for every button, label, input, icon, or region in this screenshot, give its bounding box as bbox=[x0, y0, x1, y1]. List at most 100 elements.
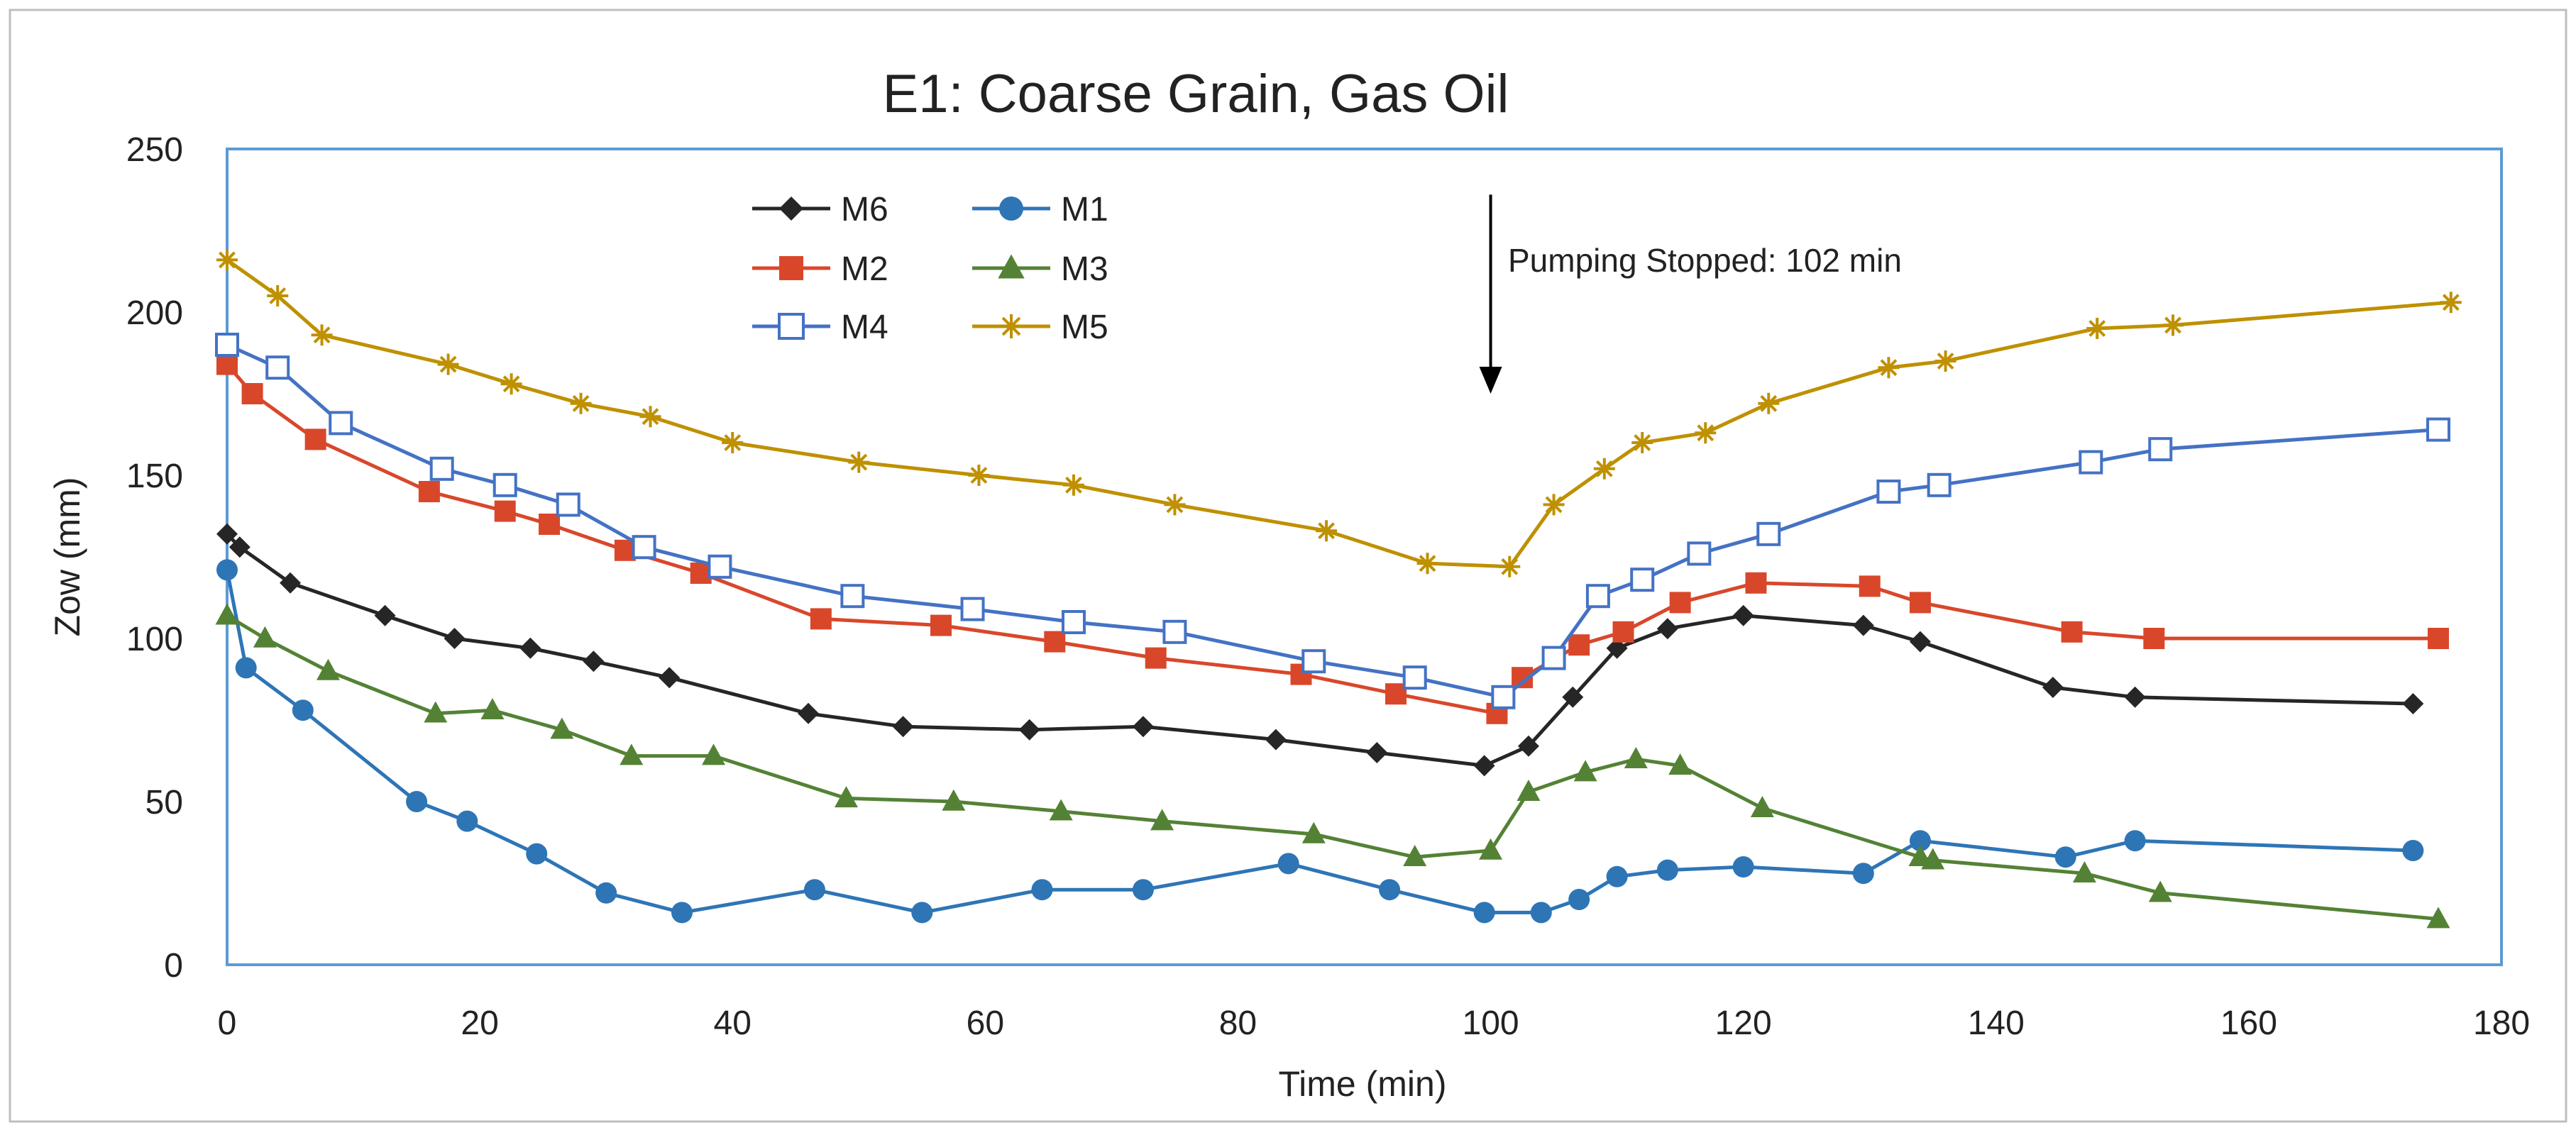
data-point-m5 bbox=[2086, 318, 2108, 339]
annotation-text: Pumping Stopped: 102 min bbox=[1508, 242, 1902, 279]
data-point-m6 bbox=[583, 650, 605, 672]
data-point-m3 bbox=[1750, 795, 1774, 817]
y-tick-label: 200 bbox=[126, 294, 183, 332]
data-point-m4 bbox=[708, 554, 732, 579]
data-point-m1 bbox=[1606, 865, 1628, 887]
data-point-m3 bbox=[942, 789, 966, 811]
legend-item-m6: M6 bbox=[752, 191, 888, 228]
x-tick-label: 100 bbox=[1463, 1004, 1519, 1042]
data-point-m2 bbox=[2427, 628, 2449, 649]
data-point-m4 bbox=[960, 597, 985, 621]
data-point-m4 bbox=[2079, 450, 2103, 475]
data-point-m3 bbox=[1517, 779, 1541, 801]
data-point-m2 bbox=[1145, 647, 1167, 669]
data-point-m1 bbox=[595, 882, 617, 904]
data-point-m2 bbox=[494, 500, 516, 522]
data-point-m4 bbox=[1585, 584, 1610, 609]
data-point-m5 bbox=[311, 324, 333, 346]
data-point-m6 bbox=[1909, 631, 1931, 653]
data-point-m4 bbox=[1162, 619, 1187, 644]
data-point-m4 bbox=[2426, 417, 2450, 442]
data-point-m5 bbox=[1062, 474, 1084, 496]
data-point-m5 bbox=[1316, 520, 1338, 542]
data-point-m4 bbox=[1630, 568, 1655, 592]
data-point-m1 bbox=[216, 559, 238, 581]
data-point-m2 bbox=[2061, 621, 2083, 643]
data-point-m5 bbox=[2162, 314, 2184, 336]
series-m1 bbox=[216, 559, 2424, 924]
data-point-m3 bbox=[1668, 753, 1692, 775]
series-m2 bbox=[216, 353, 2449, 724]
data-point-m4 bbox=[429, 456, 454, 481]
data-point-m3 bbox=[424, 701, 448, 723]
data-point-m4 bbox=[1061, 610, 1086, 634]
data-point-m1 bbox=[292, 699, 314, 721]
data-point-m6 bbox=[1473, 755, 1495, 777]
data-point-m3 bbox=[1049, 799, 1073, 821]
legend-marker-m1 bbox=[999, 196, 1023, 221]
legend-item-m5: M5 bbox=[972, 309, 1108, 346]
data-point-m6 bbox=[1606, 637, 1628, 659]
data-point-m1 bbox=[1473, 902, 1495, 924]
data-point-m6 bbox=[374, 604, 396, 626]
data-point-m6 bbox=[798, 702, 820, 724]
data-point-m5 bbox=[1695, 422, 1717, 444]
data-point-m5 bbox=[1593, 458, 1615, 480]
x-axis: 0 20 40 60 80 100 120 140 160 180 bbox=[218, 1004, 2530, 1042]
data-point-m3 bbox=[550, 717, 574, 739]
data-point-m4 bbox=[632, 535, 656, 560]
x-tick-label: 0 bbox=[218, 1004, 237, 1042]
data-point-m6 bbox=[2402, 693, 2424, 714]
data-point-m5 bbox=[1631, 432, 1653, 453]
data-point-m2 bbox=[2143, 628, 2165, 649]
data-point-m6 bbox=[1562, 686, 1584, 708]
data-point-m3 bbox=[215, 603, 239, 625]
legend-item-m3: M3 bbox=[972, 250, 1108, 288]
data-point-m5 bbox=[216, 249, 238, 271]
data-point-m1 bbox=[911, 902, 933, 924]
data-point-m1 bbox=[2124, 830, 2146, 852]
x-tick-label: 180 bbox=[2473, 1004, 2530, 1042]
data-point-m2 bbox=[810, 608, 832, 630]
legend-marker-m4 bbox=[778, 313, 805, 340]
data-point-m5 bbox=[267, 285, 289, 306]
legend-item-m1: M1 bbox=[972, 191, 1108, 228]
data-point-m5 bbox=[1758, 392, 1780, 414]
data-point-m1 bbox=[1909, 830, 1931, 852]
data-point-m6 bbox=[2042, 677, 2064, 698]
data-point-m3 bbox=[620, 743, 644, 765]
legend-marker-m2 bbox=[779, 256, 803, 280]
annotation: Pumping Stopped: 102 min bbox=[1479, 194, 1902, 394]
data-point-m6 bbox=[1656, 618, 1678, 640]
data-point-m4 bbox=[556, 492, 580, 517]
data-point-m5 bbox=[968, 465, 990, 486]
data-point-m1 bbox=[1277, 853, 1299, 875]
data-point-m4 bbox=[492, 472, 517, 497]
data-point-m6 bbox=[216, 523, 238, 545]
y-axis-label: Zow (mm) bbox=[48, 477, 87, 637]
series-layer bbox=[215, 249, 2462, 929]
data-point-m4 bbox=[265, 355, 290, 380]
data-point-m3 bbox=[702, 743, 726, 765]
data-point-m3 bbox=[2426, 907, 2450, 929]
data-point-m3 bbox=[1403, 844, 1427, 866]
x-tick-label: 160 bbox=[2220, 1004, 2277, 1042]
data-point-m3 bbox=[2072, 860, 2096, 882]
data-point-m5 bbox=[2440, 292, 2462, 314]
data-point-m4 bbox=[1687, 541, 1712, 566]
data-point-m1 bbox=[456, 810, 478, 832]
data-point-m1 bbox=[235, 657, 257, 679]
data-point-m6 bbox=[444, 628, 466, 649]
y-tick-label: 0 bbox=[164, 947, 183, 985]
y-tick-label: 50 bbox=[145, 784, 183, 821]
series-m6 bbox=[216, 523, 2424, 777]
data-point-m2 bbox=[1612, 621, 1634, 643]
legend-label: M6 bbox=[841, 191, 888, 228]
data-point-m2 bbox=[1044, 631, 1066, 653]
data-point-m3 bbox=[1624, 746, 1648, 768]
data-point-m6 bbox=[280, 572, 302, 594]
data-point-m5 bbox=[639, 406, 661, 428]
data-point-m2 bbox=[1568, 634, 1590, 656]
